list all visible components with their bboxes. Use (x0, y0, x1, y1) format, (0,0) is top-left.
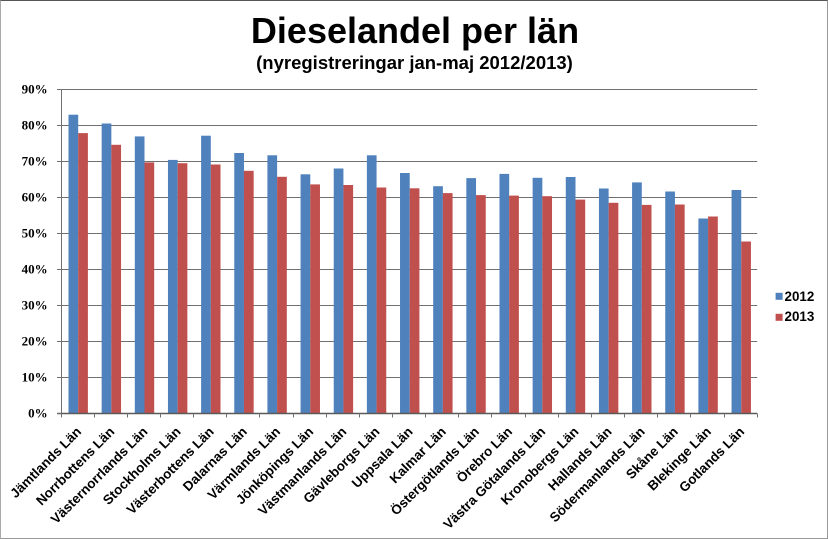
svg-text:0%: 0% (28, 406, 48, 421)
svg-text:(nyregistreringar jan-maj 2012: (nyregistreringar jan-maj 2012/2013) (256, 52, 573, 73)
svg-text:70%: 70% (22, 154, 48, 169)
svg-text:30%: 30% (22, 298, 48, 313)
svg-text:2012: 2012 (785, 289, 815, 304)
svg-text:50%: 50% (22, 226, 48, 241)
svg-text:60%: 60% (22, 190, 48, 205)
svg-text:10%: 10% (22, 370, 48, 385)
svg-text:Dieselandel per län: Dieselandel per län (251, 10, 579, 51)
svg-text:2013: 2013 (785, 309, 815, 324)
svg-text:20%: 20% (22, 334, 48, 349)
svg-text:90%: 90% (22, 82, 48, 97)
svg-text:80%: 80% (22, 118, 48, 133)
svg-text:40%: 40% (22, 262, 48, 277)
